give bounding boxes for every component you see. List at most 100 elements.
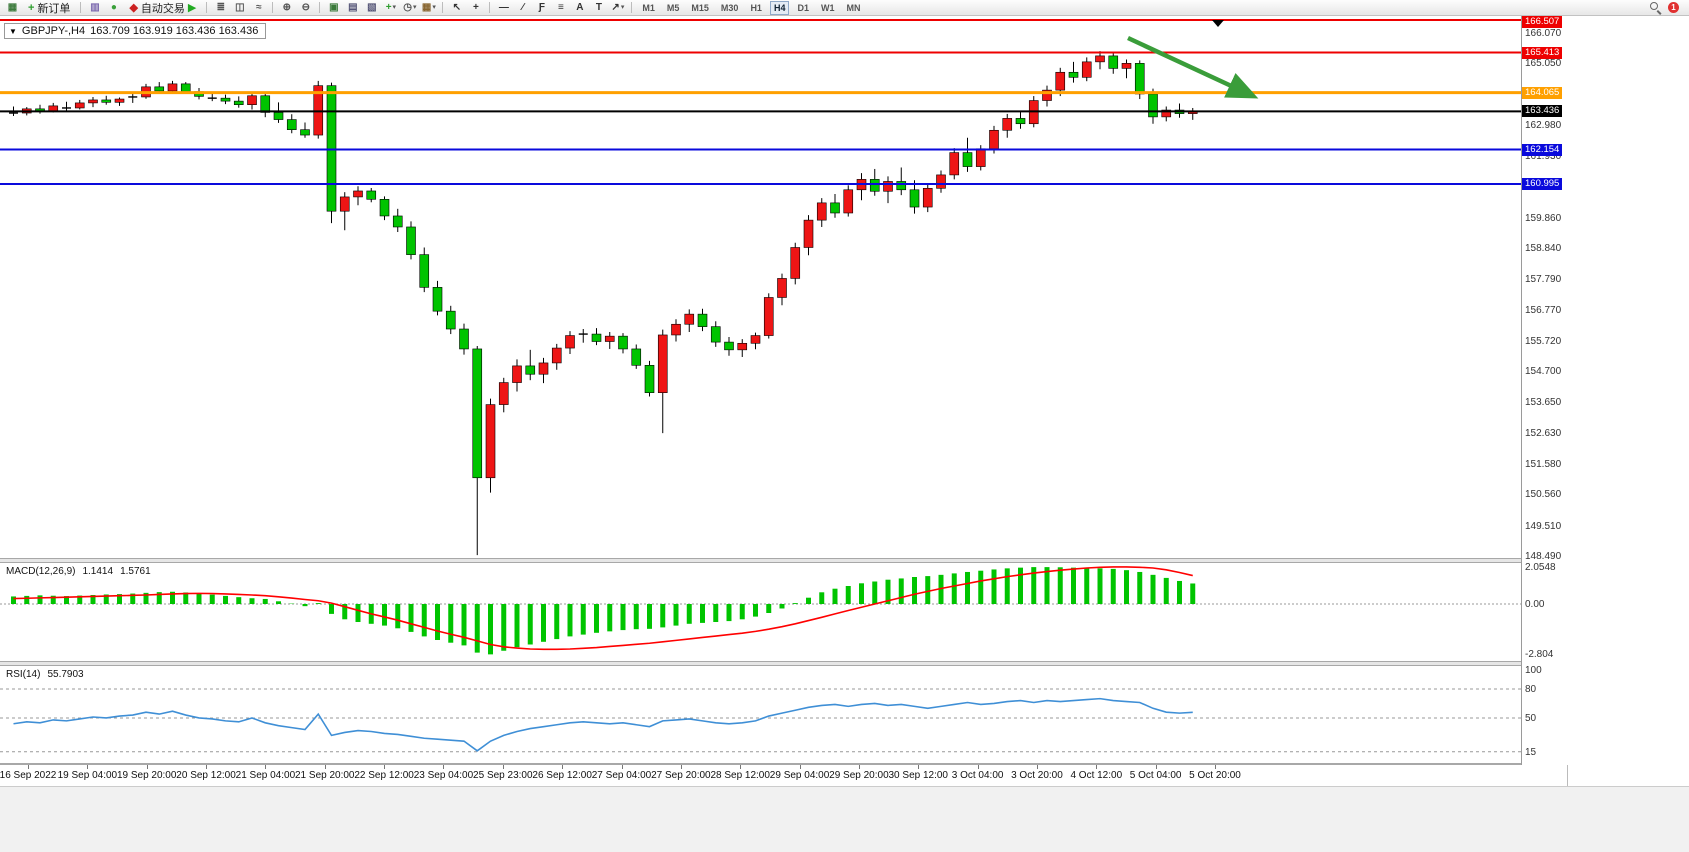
horizontal-line-icon[interactable]: — [498, 2, 509, 13]
time-tick [562, 765, 564, 769]
price-tick: 151.580 [1525, 459, 1562, 471]
indicators-icon-dropdown[interactable]: ▾ [392, 4, 397, 11]
rsi-axis-tick: 100 [1525, 664, 1542, 676]
macd-signal-line [13, 566, 1193, 651]
autotrade-button-label: 自动交易 [140, 2, 185, 15]
macd-main-value: 1.1414 [82, 566, 114, 577]
line-chart-icon[interactable]: ≈ [256, 2, 262, 13]
macd-chart[interactable] [0, 563, 1521, 661]
macd-label: MACD(12,26,9) 1.1414 1.5761 [6, 566, 151, 577]
time-label: 3 Oct 04:00 [951, 770, 1004, 781]
templates-icon-dropdown[interactable]: ▾ [432, 4, 436, 11]
time-axis[interactable]: 16 Sep 2022 19 Sep 04:00 19 Sep 20:00 20 Se… [0, 765, 1521, 785]
time-label: 5 Oct 04:00 [1129, 770, 1182, 781]
arrows-icon-dropdown[interactable]: ▾ [620, 4, 625, 11]
time-tick [146, 765, 148, 769]
panel-splitter[interactable] [0, 661, 1567, 666]
navigator-icon[interactable]: ▧ [367, 2, 377, 13]
chart-window: ▼ GBPJPY-,H4 163.709 163.919 163.436 163… [0, 16, 1568, 786]
time-tick [918, 765, 920, 769]
timeframe-button-h1[interactable]: H1 [750, 2, 762, 13]
chart-ohlc-values: 163.709 163.919 163.436 163.436 [90, 25, 259, 37]
price-line-label: 163.436 [1522, 105, 1563, 118]
time-label: 25 Sep 23:00 [473, 770, 533, 781]
zoom-out-icon[interactable]: ⊖ [301, 2, 311, 13]
text-label-icon[interactable]: T [595, 2, 602, 13]
rsi-chart[interactable] [0, 666, 1521, 763]
rsi-line [13, 697, 1193, 752]
candles [9, 51, 1198, 556]
toolbar-separator [272, 2, 274, 13]
horizontal-lines[interactable] [0, 18, 1521, 185]
time-label: 20 Sep 12:00 [176, 770, 236, 781]
timeframe-button-w1[interactable]: W1 [820, 2, 835, 13]
time-label: 22 Sep 12:00 [354, 770, 414, 781]
crosshair-icon[interactable]: + [472, 2, 479, 13]
time-tick [443, 765, 445, 769]
price-line-label: 166.507 [1522, 16, 1563, 28]
autotrade-button[interactable]: ◆ 自动交易 ▶ [124, 0, 201, 15]
search-icon[interactable] [1648, 1, 1662, 14]
price-line-label: 164.065 [1522, 86, 1563, 99]
notification-badge[interactable]: 1 [1668, 2, 1679, 13]
price-tick: 153.650 [1525, 397, 1562, 409]
templates-icon[interactable]: ▦ ▾ [421, 2, 436, 13]
symbol-dropdown-icon[interactable]: ▼ [9, 26, 17, 36]
timeframe-button-m5[interactable]: M5 [666, 2, 680, 13]
time-tick [324, 765, 326, 769]
time-tick [621, 765, 623, 769]
time-label: 23 Sep 04:00 [413, 770, 474, 781]
timeframe-button-d1[interactable]: D1 [797, 2, 809, 13]
rsi-panel[interactable]: RSI(14) 55.7903 [0, 666, 1521, 763]
timeframe-button-mn[interactable]: MN [846, 2, 861, 13]
bar-chart-icon[interactable]: ≣ [216, 2, 226, 13]
timeframe-button-m1[interactable]: M1 [642, 2, 655, 13]
trendline-icon[interactable]: ∕ [522, 2, 524, 13]
market-watch-icon[interactable]: ● [110, 2, 117, 13]
chart-title-tab[interactable]: ▼ GBPJPY-,H4 163.709 163.919 163.436 163… [4, 23, 267, 39]
text-icon[interactable]: A [576, 2, 584, 13]
price-tick: 149.510 [1525, 520, 1562, 532]
timeframe-button-h4[interactable]: H4 [769, 0, 790, 15]
time-tick [384, 765, 386, 769]
time-label: 19 Sep 04:00 [57, 770, 118, 781]
arrows-icon[interactable]: ↗ ▾ [611, 2, 625, 13]
zoom-in-icon[interactable]: ⊕ [282, 2, 292, 13]
cursor-icon[interactable]: ↖ [452, 2, 462, 13]
time-tick [87, 765, 89, 769]
time-tick [502, 765, 504, 769]
channel-icon[interactable]: ≡ [557, 2, 564, 13]
time-label: 4 Oct 12:00 [1070, 770, 1123, 781]
price-tick: 161.930 [1525, 151, 1562, 163]
periods-icon[interactable]: ◷ ▾ [403, 2, 417, 13]
autotrade-button-icon: ◆ [129, 2, 138, 14]
candlestick-chart-icon[interactable]: ◫ [235, 2, 245, 13]
toolbar: ▦ + 新订单 ▥ ● ◆ 自动交易 ▶ ≣ ◫ ≈ ⊕ ⊖ ▣ ▤ ▧ + ▾ ◷ ▾ ▦ ▾ ↖ + — ∕ Ƒ ≡ A T ↗ ▾ M1 M… [0, 0, 1689, 16]
autotrade-button-play-icon: ▶ [187, 2, 197, 14]
time-label: 29 Sep 20:00 [829, 770, 889, 781]
indicators-icon[interactable]: + ▾ [385, 2, 397, 13]
new-order-button[interactable]: + 新订单 [23, 0, 75, 15]
new-chart-icon[interactable]: ▦ [7, 2, 18, 13]
fibonacci-icon[interactable]: Ƒ [538, 2, 545, 13]
scroll-to-end-marker[interactable] [1212, 20, 1224, 27]
price-chart[interactable] [0, 16, 1521, 558]
periods-icon-dropdown[interactable]: ▾ [412, 4, 417, 11]
time-tick [265, 765, 267, 769]
price-tick: 156.770 [1525, 304, 1562, 316]
price-axis[interactable]: 166.070165.050164.030162.980161.930160.8… [1521, 16, 1568, 765]
trend-arrow-annotation[interactable] [1127, 35, 1259, 99]
time-label: 29 Sep 04:00 [769, 770, 830, 781]
data-window-icon[interactable]: ▤ [348, 2, 358, 13]
toolbar-separator [319, 2, 321, 13]
timeframe-button-m15[interactable]: M15 [691, 2, 709, 13]
time-label: 28 Sep 12:00 [710, 770, 770, 781]
timeframe-button-m30[interactable]: M30 [720, 2, 739, 13]
macd-axis-tick: -2.804 [1525, 649, 1554, 661]
main-chart-panel[interactable]: ▼ GBPJPY-,H4 163.709 163.919 163.436 163… [0, 16, 1521, 558]
tile-windows-icon[interactable]: ▣ [329, 2, 339, 13]
profiles-icon[interactable]: ▥ [90, 2, 100, 13]
time-label: 30 Sep 12:00 [888, 770, 949, 781]
macd-panel[interactable]: MACD(12,26,9) 1.1414 1.5761 [0, 563, 1521, 661]
panel-splitter[interactable] [0, 558, 1567, 563]
